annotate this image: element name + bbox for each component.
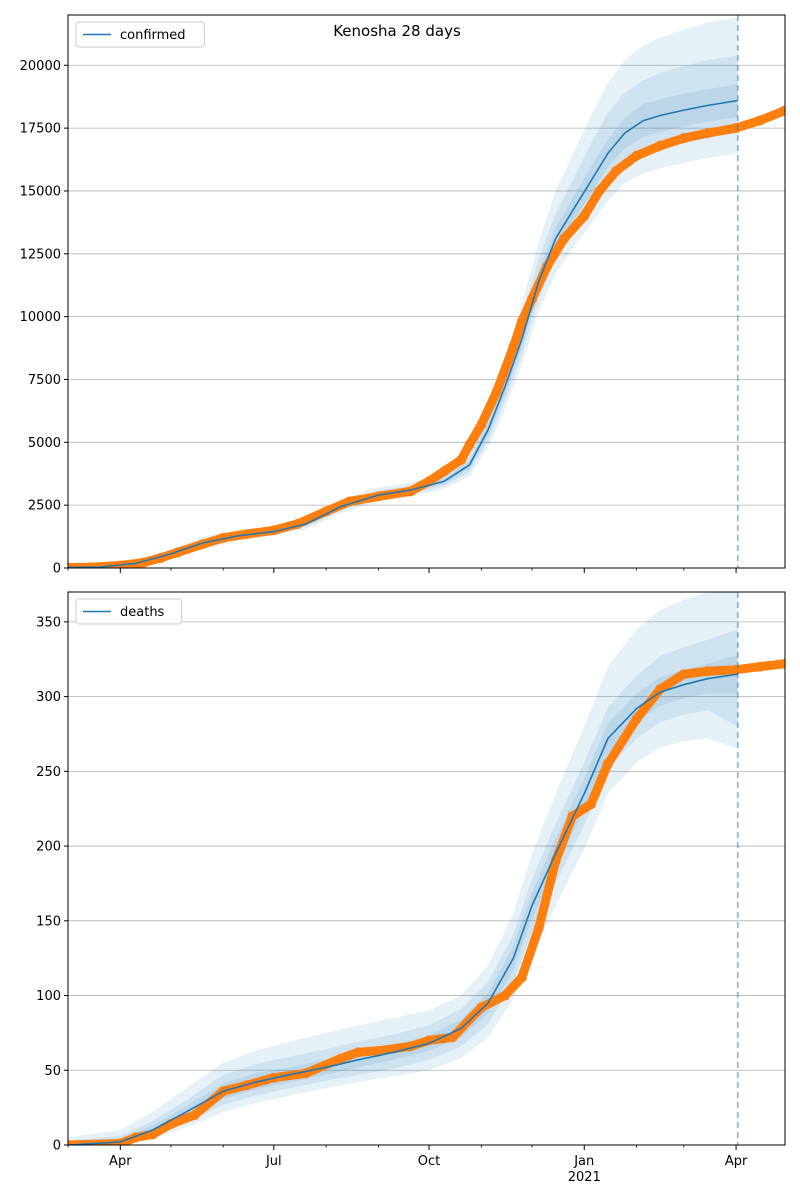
uncertainty-band: [68, 84, 738, 568]
observed-point: [300, 1068, 311, 1079]
legend: deaths: [75, 598, 183, 625]
observed-point: [754, 661, 765, 672]
observed-point: [508, 341, 519, 352]
model-series: [68, 99, 738, 568]
y-tick-label: 17500: [20, 122, 61, 137]
y-tick-label: 20000: [20, 59, 61, 74]
legend: confirmed: [75, 21, 205, 48]
observed-point: [336, 1053, 347, 1064]
uncertainty-band: [68, 17, 738, 568]
observed-point: [147, 1129, 158, 1140]
observed-point: [516, 972, 527, 983]
y-tick-label: 350: [36, 615, 61, 630]
observed-point: [456, 454, 467, 465]
observed-point: [424, 476, 435, 487]
observed-point: [702, 666, 713, 677]
observed-point: [602, 758, 613, 769]
y-tick-label: 10000: [20, 310, 61, 325]
observed-point: [731, 664, 742, 675]
uncertainty-band: [68, 592, 738, 1145]
observed-point: [218, 532, 229, 543]
observed-point: [655, 140, 666, 151]
confirmed-panel: 0 2500 5000 7500 10000 12500 15000 17500 20000 co…: [20, 14, 786, 577]
observed-point: [780, 105, 785, 116]
observed-point: [594, 185, 605, 196]
y-tick-label: 2500: [28, 499, 61, 514]
x-tick-label: Oct: [418, 1154, 440, 1169]
axes-frame: [67, 14, 786, 569]
observed-point: [464, 439, 475, 450]
observed-point: [68, 1140, 73, 1145]
observed-point: [476, 419, 487, 430]
observed-point: [516, 316, 527, 327]
observed-point: [542, 261, 553, 272]
observed-point: [558, 233, 569, 244]
observed-point: [373, 1045, 384, 1056]
y-tick-label: 12500: [20, 247, 61, 262]
plot-area: [68, 17, 785, 568]
legend-label: deaths: [120, 605, 165, 620]
x-tick-label: Jul: [265, 1154, 282, 1169]
observed-point: [499, 990, 510, 1001]
observed-point: [476, 1002, 487, 1013]
legend-box: [75, 598, 183, 625]
y-tick-label: 300: [36, 690, 61, 705]
y-tick-label: 250: [36, 765, 61, 780]
observed-point: [731, 123, 742, 134]
y-tick-label: 0: [53, 1139, 61, 1154]
observed-point: [373, 491, 384, 502]
plot-area: [68, 592, 785, 1145]
y-tick-label: 200: [36, 840, 61, 855]
observed-point: [68, 562, 73, 568]
x-tick-label: Jan: [573, 1154, 594, 1169]
axes-frame: [67, 591, 786, 1146]
observed-point: [702, 128, 713, 139]
chart-title: Kenosha 28 days: [333, 22, 461, 40]
observed-point: [353, 1047, 364, 1058]
observed-point: [780, 658, 785, 669]
y-tick-label: 0: [53, 562, 61, 577]
observed-point: [268, 525, 279, 536]
observed-point: [579, 211, 590, 222]
y-tick-label: 50: [44, 1064, 61, 1079]
model-series: [68, 673, 738, 1145]
legend-box: [75, 21, 205, 48]
y-tick-label: 100: [36, 989, 61, 1004]
observed-point: [189, 1110, 200, 1121]
observed-point: [754, 115, 765, 126]
observed-point: [447, 1032, 458, 1043]
observed-point: [678, 669, 689, 680]
observed-point: [491, 387, 502, 398]
legend-label: confirmed: [120, 28, 186, 43]
observed-point: [585, 799, 596, 810]
y-tick-label: 7500: [28, 373, 61, 388]
y-tick-label: 5000: [28, 436, 61, 451]
observed-point: [631, 150, 642, 161]
observed-point: [678, 133, 689, 144]
uncertainty-band: [68, 55, 738, 568]
y-tick-label: 150: [36, 914, 61, 929]
x-tick-label: Apr: [725, 1154, 748, 1169]
observed-point: [321, 506, 332, 517]
observed-point: [631, 714, 642, 725]
observed-point: [439, 466, 450, 477]
observed-point: [533, 923, 544, 934]
observed-point: [611, 165, 622, 176]
x-tick-label: Apr: [109, 1154, 132, 1169]
y-tick-label: 15000: [20, 184, 61, 199]
x-tick-sublabel: 2021: [568, 1170, 601, 1185]
